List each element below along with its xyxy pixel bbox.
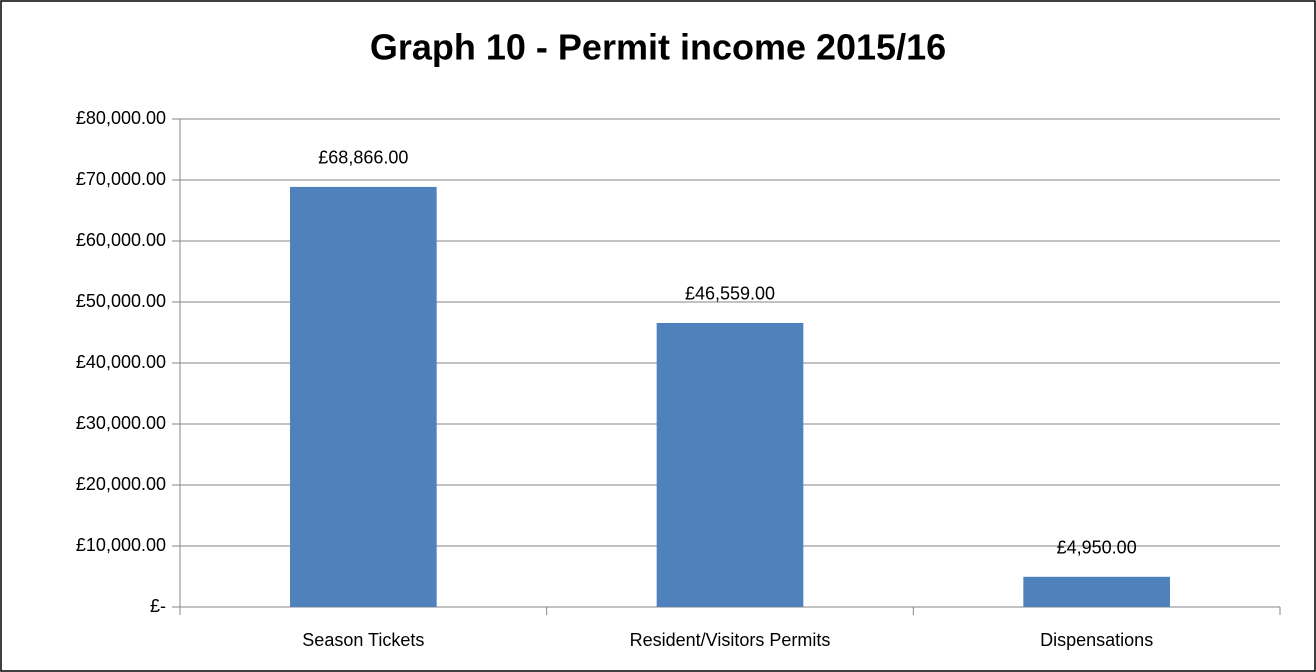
bar [290,186,437,607]
y-tick-label: £70,000.00 [76,169,166,189]
y-tick-label: £- [150,596,166,616]
x-tick-label: Dispensations [1040,630,1153,650]
y-tick-label: £60,000.00 [76,230,166,250]
y-tick-label: £30,000.00 [76,413,166,433]
y-tick-label: £10,000.00 [76,535,166,555]
data-label: £4,950.00 [1057,538,1137,558]
y-tick-label: £20,000.00 [76,474,166,494]
bar [656,322,804,607]
data-label: £68,866.00 [318,148,408,168]
y-tick-label: £40,000.00 [76,352,166,372]
x-tick-label: Resident/Visitors Permits [630,630,831,650]
chart-title: Graph 10 - Permit income 2015/16 [370,27,946,68]
bar [1023,576,1170,607]
y-tick-label: £80,000.00 [76,108,166,128]
y-tick-label: £50,000.00 [76,291,166,311]
x-tick-label: Season Tickets [302,630,424,650]
data-label: £46,559.00 [685,284,775,304]
